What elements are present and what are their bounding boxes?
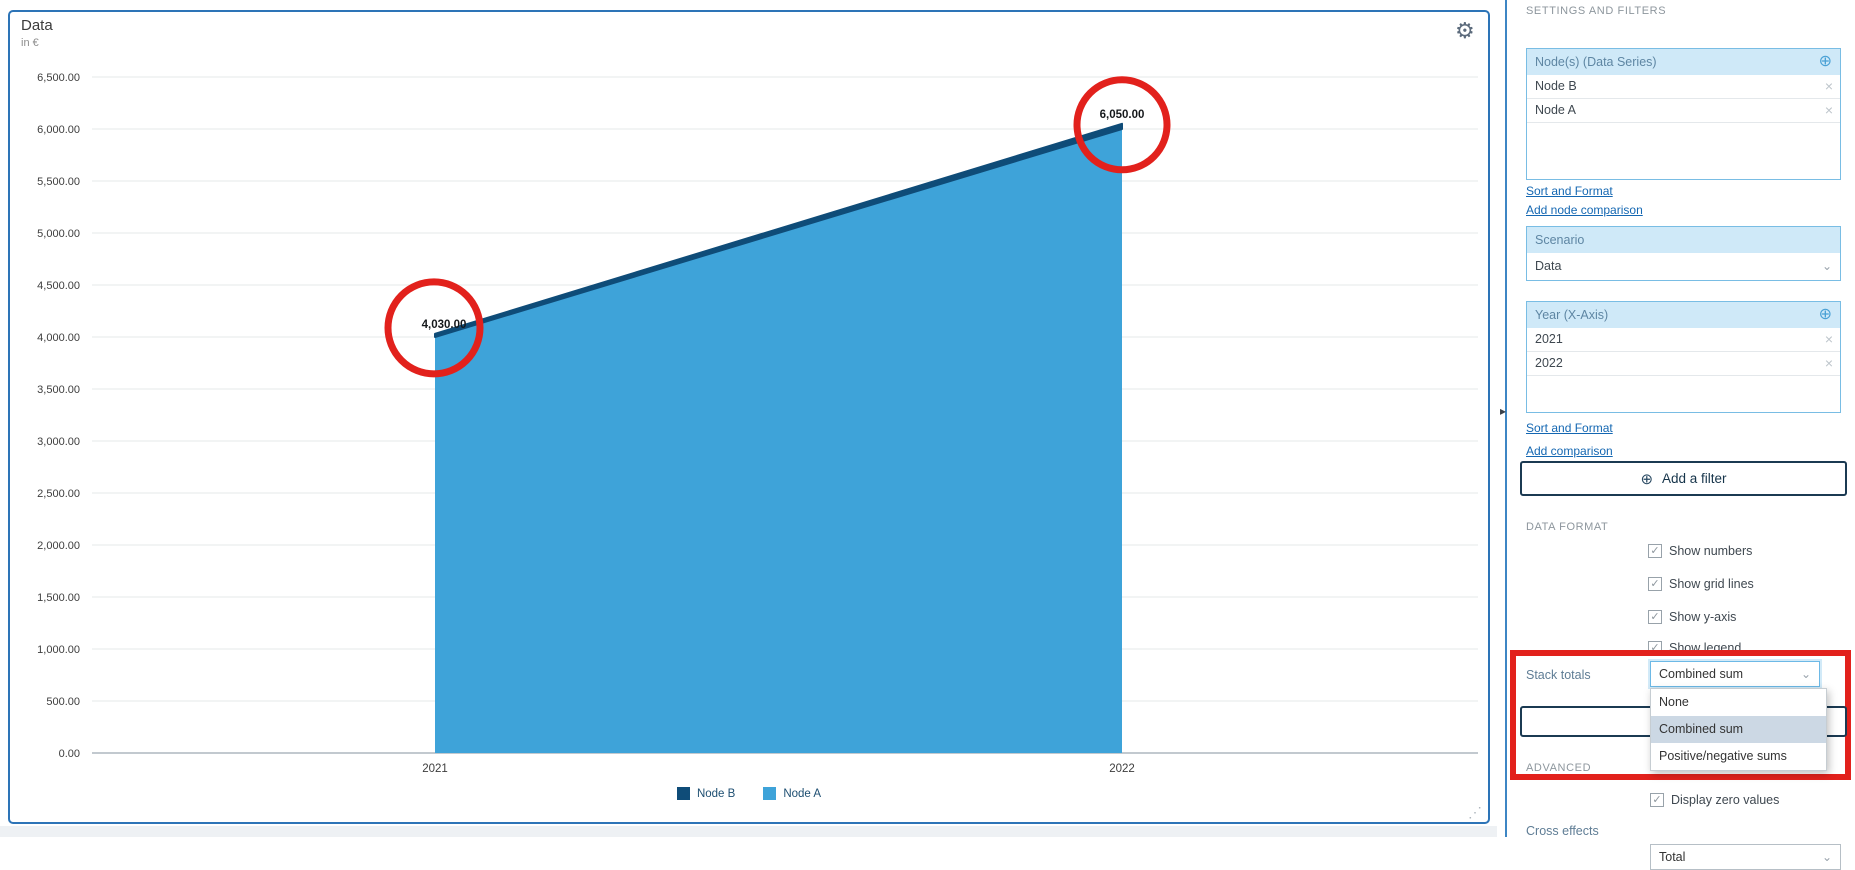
resize-handle-icon[interactable]: ⋰ — [1468, 804, 1482, 820]
chart-panel: 0.00 500.00 1,000.00 1,500.00 2,000.00 2,500.… — [8, 10, 1490, 824]
show-legend-checkbox[interactable]: ✓ — [1648, 641, 1662, 655]
svg-text:1,500.00: 1,500.00 — [37, 592, 80, 604]
stack-totals-select[interactable]: Combined sum ⌄ — [1650, 661, 1820, 687]
stack-totals-dropdown: None Combined sum Positive/negative sums — [1650, 688, 1827, 771]
dropdown-option-combined-sum[interactable]: Combined sum — [1651, 716, 1826, 743]
dropdown-option-none[interactable]: None — [1659, 695, 1689, 709]
svg-text:0.00: 0.00 — [59, 748, 80, 760]
svg-text:2,000.00: 2,000.00 — [37, 540, 80, 552]
list-item-2021[interactable]: 2021 × — [1527, 328, 1840, 352]
svg-text:1,000.00: 1,000.00 — [37, 644, 80, 656]
list-item-node-a[interactable]: Node A × — [1527, 99, 1840, 123]
checkbox-row-show-grid-lines: ✓ Show grid lines — [1648, 577, 1754, 591]
chevron-down-icon: ⌄ — [1800, 667, 1811, 681]
checkbox-row-show-numbers: ✓ Show numbers — [1648, 544, 1752, 558]
collapse-panel-icon[interactable]: ▸ — [1500, 404, 1507, 418]
checkbox-row-show-legend: ✓ Show legend — [1648, 641, 1741, 655]
svg-text:4,030.00: 4,030.00 — [422, 319, 467, 331]
panel-divider — [1505, 0, 1507, 837]
remove-node-icon[interactable]: × — [1824, 78, 1833, 94]
show-numbers-checkbox[interactable]: ✓ — [1648, 544, 1662, 558]
list-item-node-b[interactable]: Node B × — [1527, 75, 1840, 99]
checkbox-row-show-y-axis: ✓ Show y-axis — [1648, 610, 1736, 624]
svg-text:5,000.00: 5,000.00 — [37, 228, 80, 240]
remove-year-icon[interactable]: × — [1824, 355, 1833, 371]
chart-title: Data — [21, 17, 53, 34]
stack-totals-label: Stack totals — [1526, 668, 1591, 682]
add-node-comparison-link[interactable]: Add node comparison — [1526, 203, 1643, 217]
year-listbox: Year (X-Axis) ⊕ 2021 × 2022 × — [1526, 301, 1841, 413]
svg-text:4,000.00: 4,000.00 — [37, 332, 80, 344]
add-node-icon[interactable]: ⊕ — [1818, 53, 1832, 70]
scenario-box: Scenario Data ⌄ — [1526, 226, 1841, 281]
legend-item-node-a[interactable]: Node A — [763, 787, 821, 800]
scenario-select[interactable]: Data ⌄ — [1527, 253, 1840, 280]
legend-label: Node B — [696, 787, 736, 800]
svg-text:2022: 2022 — [1109, 763, 1135, 775]
svg-text:500.00: 500.00 — [46, 696, 80, 708]
svg-text:6,000.00: 6,000.00 — [37, 124, 80, 136]
sort-and-format-link-year[interactable]: Sort and Format — [1526, 421, 1613, 435]
remove-year-icon[interactable]: × — [1824, 331, 1833, 347]
dropdown-option-positive-negative-sums[interactable]: Positive/negative sums — [1659, 749, 1787, 763]
legend-label: Node A — [783, 787, 822, 800]
stacked-area-chart: 0.00 500.00 1,000.00 1,500.00 2,000.00 2,500.… — [37, 72, 1478, 775]
chart-unit-label: in € — [21, 37, 39, 49]
sort-and-format-link-nodes[interactable]: Sort and Format — [1526, 184, 1613, 198]
add-year-icon[interactable]: ⊕ — [1818, 306, 1832, 323]
nodes-listbox-header: Node(s) (Data Series) ⊕ — [1527, 49, 1840, 75]
display-zero-values-checkbox[interactable]: ✓ — [1650, 793, 1664, 807]
checkbox-row-display-zero-values: ✓ Display zero values — [1650, 793, 1779, 807]
scenario-box-header: Scenario — [1527, 227, 1840, 253]
add-comparison-link[interactable]: Add comparison — [1526, 444, 1613, 458]
show-y-axis-checkbox[interactable]: ✓ — [1648, 610, 1662, 624]
svg-text:6,050.00: 6,050.00 — [1100, 109, 1145, 121]
svg-text:2,500.00: 2,500.00 — [37, 488, 80, 500]
chevron-down-icon: ⌄ — [1821, 850, 1832, 864]
plus-circle-icon: ⊕ — [1640, 470, 1654, 488]
svg-text:5,500.00: 5,500.00 — [37, 176, 80, 188]
svg-text:2021: 2021 — [422, 763, 448, 775]
cross-effects-select[interactable]: Total ⌄ — [1650, 844, 1841, 870]
page-background-strip — [0, 826, 1497, 837]
settings-header: SETTINGS AND FILTERS — [1526, 5, 1667, 17]
remove-node-icon[interactable]: × — [1824, 102, 1833, 118]
svg-text:3,000.00: 3,000.00 — [37, 436, 80, 448]
chart-legend: Node B Node A — [8, 787, 1490, 800]
node-b-swatch — [676, 787, 690, 800]
node-a-swatch — [763, 787, 777, 800]
svg-text:4,500.00: 4,500.00 — [37, 280, 80, 292]
chevron-down-icon: ⌄ — [1821, 259, 1832, 273]
svg-text:6,500.00: 6,500.00 — [37, 72, 80, 84]
data-format-header: DATA FORMAT — [1526, 521, 1609, 533]
show-grid-lines-checkbox[interactable]: ✓ — [1648, 577, 1662, 591]
advanced-header: ADVANCED — [1526, 762, 1592, 774]
add-filter-button[interactable]: ⊕ Add a filter — [1520, 461, 1847, 496]
nodes-listbox: Node(s) (Data Series) ⊕ Node B × Node A … — [1526, 48, 1841, 180]
list-item-2022[interactable]: 2022 × — [1527, 352, 1840, 376]
svg-text:3,500.00: 3,500.00 — [37, 384, 80, 396]
gear-icon[interactable]: ⚙ — [1455, 18, 1475, 43]
cross-effects-label: Cross effects — [1526, 824, 1599, 838]
year-listbox-header: Year (X-Axis) ⊕ — [1527, 302, 1840, 328]
legend-item-node-b[interactable]: Node B — [676, 787, 736, 800]
